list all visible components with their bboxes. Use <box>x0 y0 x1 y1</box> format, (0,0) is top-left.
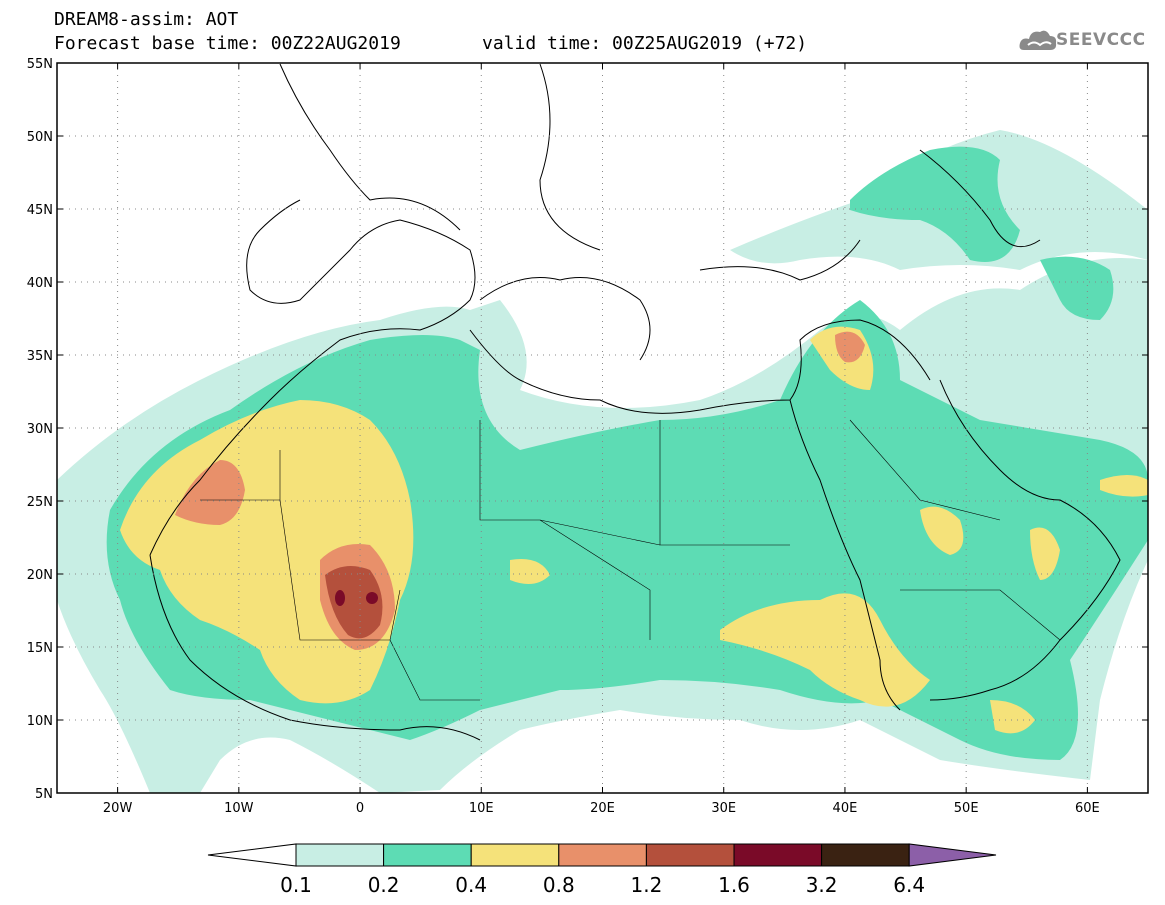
colorbar-box <box>733 843 823 867</box>
lat-label: 20N <box>27 568 53 583</box>
logo-text: SEEVCCC <box>1056 30 1146 50</box>
lon-label: 10W <box>224 801 254 816</box>
lat-labels: 55N 50N 45N 40N 35N 30N 25N 20N 15N 10N 5N <box>27 57 53 802</box>
colorbar <box>207 843 997 867</box>
colorbar-box <box>821 843 910 867</box>
colorbar-box <box>383 843 472 867</box>
lat-label: 45N <box>27 203 53 218</box>
colorbar-box <box>645 843 735 867</box>
colorbar-label: 0.2 <box>368 873 400 897</box>
colorbar-label: 1.6 <box>718 873 750 897</box>
aot-band-1.2 <box>325 566 383 639</box>
aot-band-0.4-sudan <box>510 559 550 584</box>
colorbar-label: 0.1 <box>280 873 312 897</box>
title-base-time: Forecast base time: 00Z22AUG2019 <box>54 33 401 54</box>
colorbar-box <box>295 843 385 867</box>
aot-band-0.4-yemen <box>990 700 1035 734</box>
aot-band-0.4-oman <box>1030 527 1060 580</box>
lat-label: 10N <box>27 714 53 729</box>
lat-label: 5N <box>35 787 53 802</box>
colorbar-box <box>470 843 560 867</box>
colorbar-label: 0.8 <box>543 873 575 897</box>
colorbar-label: 1.2 <box>630 873 662 897</box>
title-product: DREAM8-assim: AOT <box>54 9 239 30</box>
lon-label: 20W <box>103 801 133 816</box>
colorbar-label: 6.4 <box>893 873 925 897</box>
lat-label: 25N <box>27 495 53 510</box>
lon-label: 10E <box>469 801 494 816</box>
axis-ticks <box>57 62 1148 794</box>
lat-label: 35N <box>27 349 53 364</box>
lat-label: 30N <box>27 422 53 437</box>
aot-band-0.4-east <box>720 593 930 707</box>
title-valid-time: valid time: 00Z25AUG2019 (+72) <box>482 33 808 54</box>
lon-label: 20E <box>590 801 615 816</box>
aot-band-1.6-a <box>335 590 345 606</box>
colorbar-min-arrow <box>207 843 297 867</box>
colorbar-label: 3.2 <box>806 873 838 897</box>
aot-band-0.8-iraq <box>835 331 865 363</box>
aot-band-1.6-b <box>366 592 378 604</box>
lat-label: 50N <box>27 130 53 145</box>
lon-label: 50E <box>954 801 979 816</box>
colorbar-label: 0.4 <box>455 873 487 897</box>
lon-label: 30E <box>711 801 736 816</box>
cloud-icon <box>1019 30 1057 50</box>
aot-band-0.2-caspian <box>850 146 1020 262</box>
aot-band-0.4-arabia <box>920 506 964 555</box>
aot-band-0.2-iran <box>1040 256 1114 320</box>
colorbar-labels: 0.1 0.2 0.4 0.8 1.2 1.6 3.2 6.4 <box>280 873 925 897</box>
coastlines <box>149 63 1121 741</box>
lat-label: 55N <box>27 57 53 72</box>
lon-label: 40E <box>833 801 858 816</box>
lon-labels: 20W 10W 0 10E 20E 30E 40E 50E 60E <box>103 801 1100 816</box>
borders <box>200 419 1061 701</box>
colorbar-max-arrow <box>908 843 997 867</box>
aot-band-0.8 <box>175 460 245 525</box>
aot-band-0.4-gulf <box>1100 475 1148 497</box>
lat-label: 15N <box>27 641 53 656</box>
lon-label: 0 <box>356 801 364 816</box>
lon-label: 60E <box>1075 801 1100 816</box>
lat-label: 40N <box>27 276 53 291</box>
colorbar-box <box>558 843 647 867</box>
